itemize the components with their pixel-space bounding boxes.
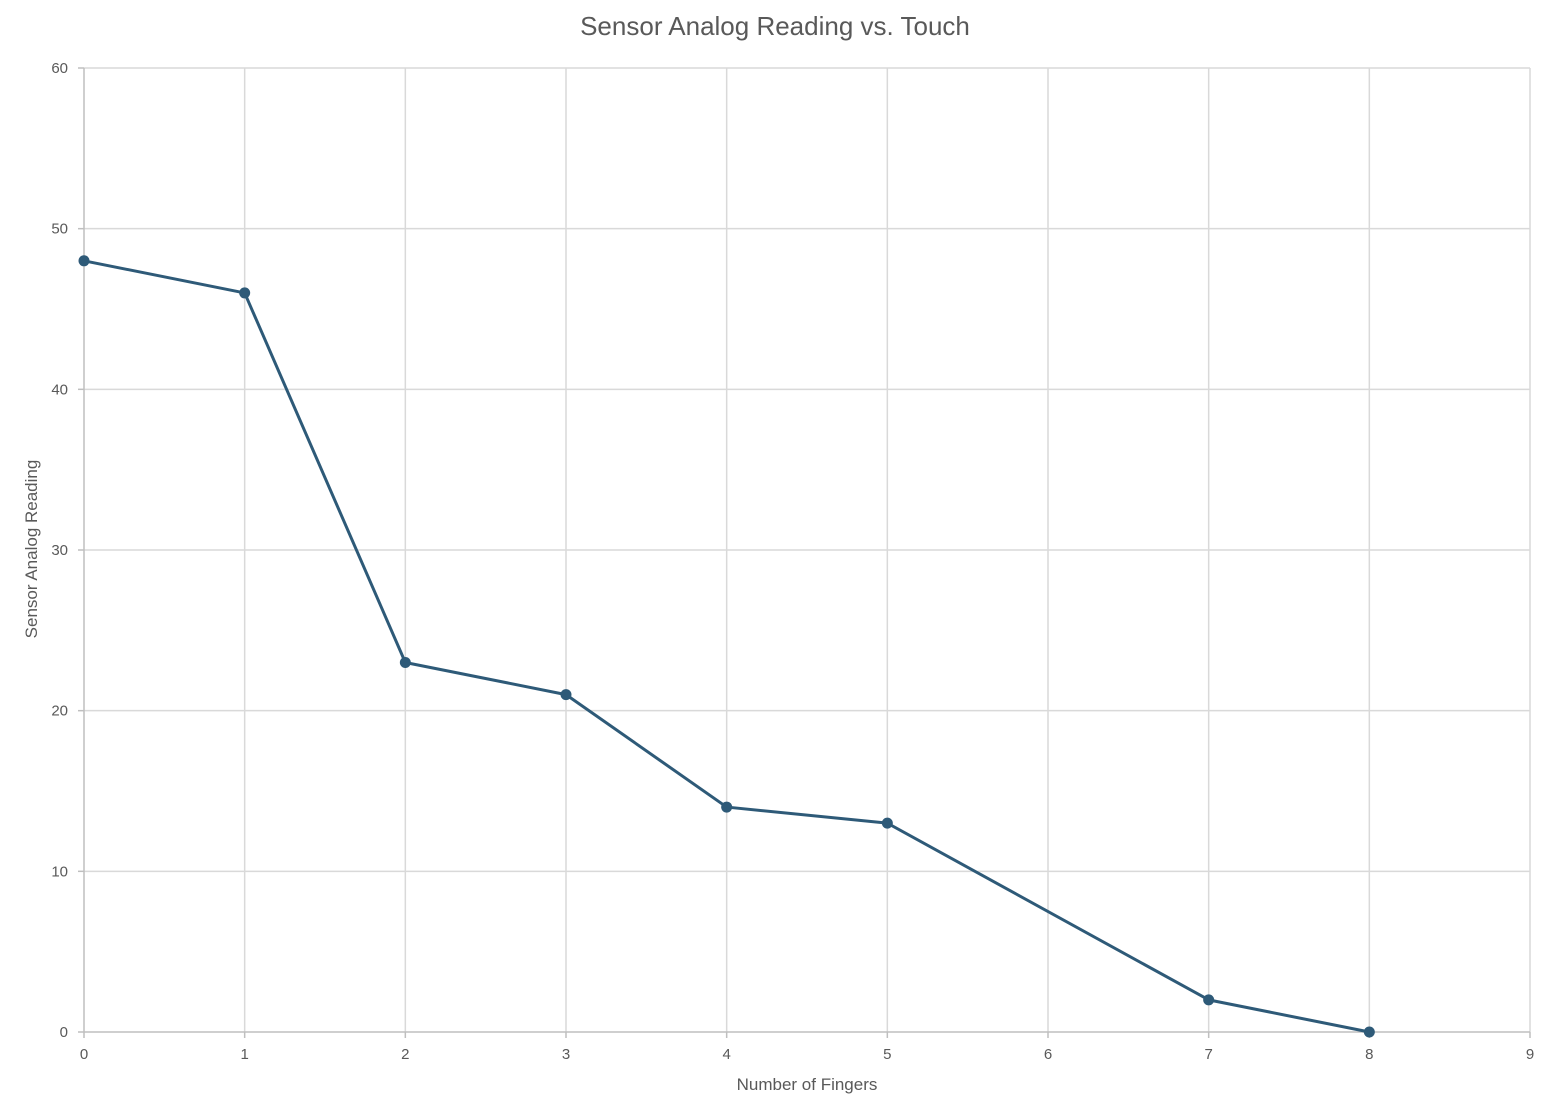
data-point [1363,1026,1375,1038]
x-tick-label: 0 [80,1046,88,1063]
x-tick-label: 9 [1526,1046,1534,1063]
series-line [83,259,1370,1034]
x-tick-label: 2 [401,1046,409,1063]
x-tick-label: 4 [722,1046,730,1063]
y-tick-label: 60 [51,60,68,77]
y-axis-title: Sensor Analog Reading [22,460,41,639]
gridlines [84,67,1531,1032]
x-tick-label: 7 [1204,1046,1212,1063]
y-tick-label: 40 [51,381,68,398]
x-tick-label: 6 [1044,1046,1052,1063]
y-tick-label: 20 [51,703,68,720]
data-point [721,801,733,813]
data-point [399,656,411,668]
data-point [239,287,251,299]
tick-labels: 0 1 2 3 4 5 6 7 8 9 0 10 20 30 40 50 60 [51,60,1534,1063]
data-point [881,817,893,829]
data-point [78,255,90,267]
y-tick-label: 30 [51,542,68,559]
data-point [560,689,572,701]
y-tick-label: 0 [60,1024,68,1041]
data-point [1203,994,1215,1006]
x-tick-label: 8 [1365,1046,1373,1063]
y-tick-label: 10 [51,863,68,880]
axes [78,67,1531,1038]
x-tick-label: 1 [240,1046,248,1063]
series-layer [78,255,1375,1038]
x-tick-label: 3 [562,1046,570,1063]
x-tick-label: 5 [883,1046,891,1063]
chart-title: Sensor Analog Reading vs. Touch [580,11,970,41]
y-tick-label: 50 [51,221,68,238]
x-axis-title: Number of Fingers [737,1075,878,1094]
